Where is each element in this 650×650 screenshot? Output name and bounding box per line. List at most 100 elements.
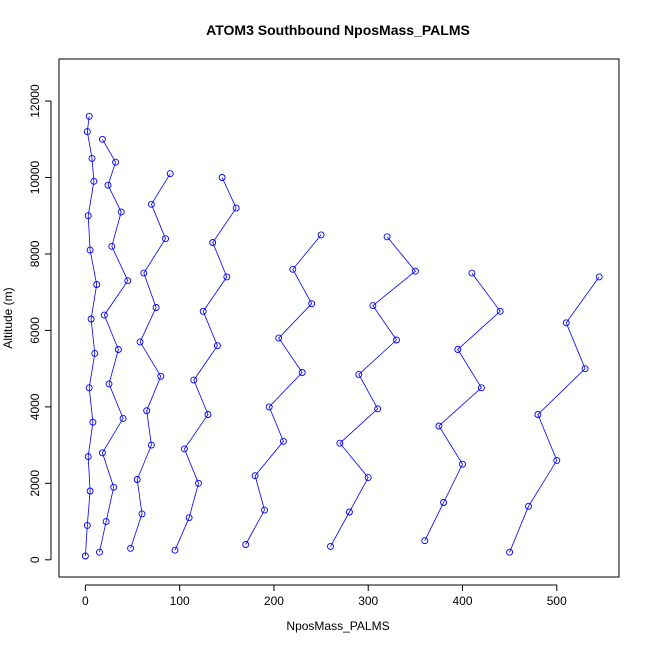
data-point	[534, 411, 542, 418]
data-point	[411, 267, 419, 275]
data-point	[90, 177, 98, 185]
data-point	[143, 407, 151, 415]
data-point	[525, 502, 532, 510]
data-point	[364, 474, 372, 482]
data-point	[85, 112, 93, 120]
series-line	[174, 177, 237, 551]
data-point	[336, 439, 344, 447]
data-point	[114, 346, 122, 353]
x-axis: 0 100 200 300 400 500	[82, 584, 567, 608]
data-point	[166, 170, 174, 178]
data-point	[275, 334, 283, 342]
x-tick-label: 0	[82, 594, 89, 608]
y-axis-label: Altitude (m)	[1, 287, 15, 348]
data-point	[96, 548, 103, 556]
y-tick-label: 4000	[28, 393, 42, 420]
series-profile	[96, 135, 132, 556]
data-point	[496, 307, 504, 315]
data-point	[171, 546, 179, 554]
data-point	[261, 506, 268, 514]
data-point	[93, 281, 101, 288]
data-point	[553, 456, 561, 464]
x-axis-label: NposMass_PALMS	[286, 619, 389, 633]
plot-frame	[58, 58, 620, 578]
series-line	[245, 234, 322, 545]
data-point	[454, 346, 462, 353]
series-profile	[506, 273, 603, 556]
series-line	[99, 139, 129, 553]
data-point	[232, 204, 240, 212]
data-point	[209, 239, 217, 246]
series-profile	[242, 231, 325, 548]
y-tick-label: 12000	[28, 84, 42, 118]
data-point	[83, 521, 91, 529]
data-point	[440, 499, 448, 506]
series-line	[424, 272, 501, 541]
data-point	[298, 369, 306, 376]
data-point	[104, 181, 112, 189]
series-line	[330, 236, 416, 547]
data-point	[355, 370, 363, 378]
data-point	[223, 273, 231, 281]
data-point	[383, 233, 391, 241]
x-tick-label: 100	[170, 594, 190, 608]
data-point	[421, 537, 429, 545]
data-point	[140, 269, 148, 277]
x-tick-label: 400	[452, 594, 472, 608]
data-point	[81, 552, 89, 560]
data-point	[218, 174, 226, 181]
series-profile	[421, 269, 504, 545]
data-point	[98, 135, 106, 143]
x-tick-label: 500	[547, 594, 567, 608]
data-point	[100, 311, 108, 319]
data-point	[289, 265, 297, 273]
series-profile	[81, 112, 101, 560]
data-point	[89, 418, 97, 426]
data-point	[83, 128, 91, 136]
data-point	[86, 246, 94, 254]
y-tick-label: 8000	[28, 240, 42, 267]
y-tick-label: 2000	[28, 470, 42, 497]
data-point	[152, 304, 160, 311]
data-point	[199, 307, 207, 315]
data-point	[265, 403, 273, 411]
data-point	[86, 487, 94, 495]
x-tick-label: 200	[264, 594, 284, 608]
data-point	[98, 449, 106, 457]
series-profile	[171, 174, 240, 554]
data-point	[117, 208, 125, 216]
series-line	[130, 173, 171, 549]
data-point	[127, 544, 135, 552]
data-point	[242, 541, 250, 548]
data-point	[108, 242, 116, 250]
y-tick-label: 0	[28, 556, 42, 563]
data-point	[91, 349, 99, 357]
data-point	[195, 479, 202, 487]
data-point	[595, 273, 603, 281]
data-point	[345, 508, 353, 516]
data-point	[180, 445, 188, 453]
data-point	[506, 548, 514, 556]
x-tick-label: 300	[358, 594, 378, 608]
y-tick-label: 10000	[28, 161, 42, 195]
data-point	[317, 231, 325, 239]
data-point	[477, 384, 485, 392]
data-point	[468, 269, 476, 277]
series-profile	[127, 170, 174, 552]
data-point	[185, 514, 193, 522]
data-point	[459, 460, 466, 468]
data-point	[84, 453, 92, 461]
data-point	[119, 414, 127, 422]
series-line	[85, 116, 98, 557]
plot-area	[81, 112, 603, 560]
data-point	[147, 200, 155, 208]
data-point	[133, 476, 141, 483]
data-point	[147, 441, 155, 449]
data-point	[327, 542, 334, 550]
data-point	[87, 315, 95, 323]
data-point	[88, 154, 96, 162]
data-point	[136, 338, 144, 346]
data-point	[374, 405, 382, 413]
data-point	[190, 376, 198, 384]
data-point	[105, 380, 113, 388]
